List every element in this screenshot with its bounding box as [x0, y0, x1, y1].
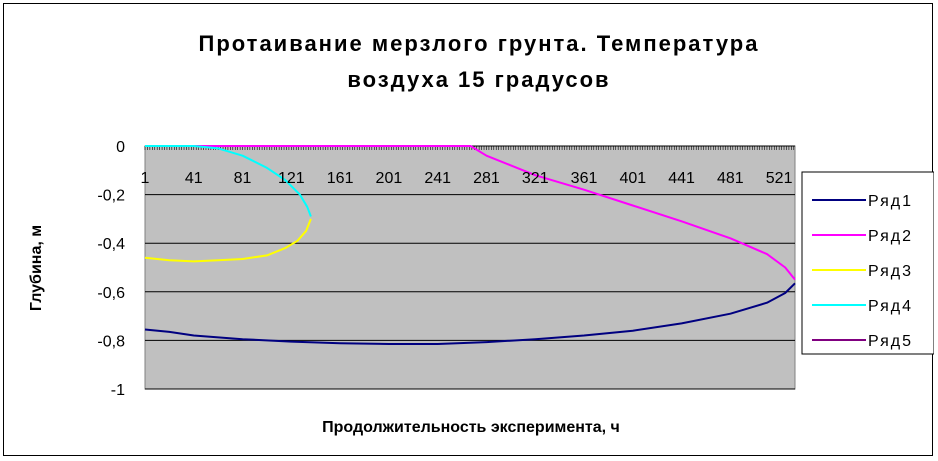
legend-label-2: Ряд2: [868, 228, 913, 245]
x-tick-label: 361: [571, 170, 598, 187]
chart-title-line1: Протаивание мерзлого грунта. Температура: [199, 31, 760, 56]
legend-label-3: Ряд3: [868, 263, 913, 280]
legend-box: [801, 171, 934, 355]
y-tick-label: -0,8: [97, 333, 125, 350]
y-tick-label: -1: [111, 382, 125, 399]
chart-svg: Протаивание мерзлого грунта. Температура…: [28, 31, 934, 436]
series-line-2: [145, 145, 796, 281]
x-tick-label: 241: [424, 170, 451, 187]
x-tick-label: 441: [668, 170, 695, 187]
legend: Ряд1 Ряд2 Ряд3 Ряд4 Ряд5: [812, 193, 913, 350]
y-axis-title: Глубина, м: [28, 225, 45, 311]
x-tick-label: 41: [185, 170, 203, 187]
x-tick-labels: 1 41 81 121 161 201 241 281 321 361 401 441 481 521: [141, 170, 793, 187]
x-tick-label: 281: [473, 170, 500, 187]
x-tick-label: 481: [717, 170, 744, 187]
y-tick-label: -0,2: [97, 188, 125, 205]
y-tick-label: -0,4: [97, 236, 125, 253]
x-tick-label: 201: [376, 170, 403, 187]
legend-label-4: Ряд4: [868, 298, 913, 315]
x-tick-label: 1: [141, 170, 150, 187]
x-tick-label: 161: [327, 170, 354, 187]
series-line-3: [144, 218, 312, 263]
x-tick-label: 401: [619, 170, 646, 187]
y-tick-label: -0,6: [97, 285, 125, 302]
series-line-4: [145, 145, 312, 217]
x-tick-label: 81: [234, 170, 252, 187]
chart-title-line2: воздуха 15 градусов: [347, 67, 610, 92]
x-tick-label: 521: [766, 170, 793, 187]
x-axis-title: Продолжительность эксперимента, ч: [322, 419, 620, 436]
x-tick-label: 321: [522, 170, 549, 187]
y-tick-labels: 0 -0,2 -0,4 -0,6 -0,8 -1: [97, 139, 125, 399]
legend-label-1: Ряд1: [868, 193, 913, 210]
x-tick-label: 121: [278, 170, 305, 187]
legend-label-5: Ряд5: [868, 333, 913, 350]
series-line-1: [144, 282, 796, 345]
chart-frame: Протаивание мерзлого грунта. Температура…: [3, 3, 934, 456]
series-layer: [144, 145, 796, 345]
y-tick-label: 0: [116, 139, 125, 156]
plot-area: [144, 145, 796, 390]
